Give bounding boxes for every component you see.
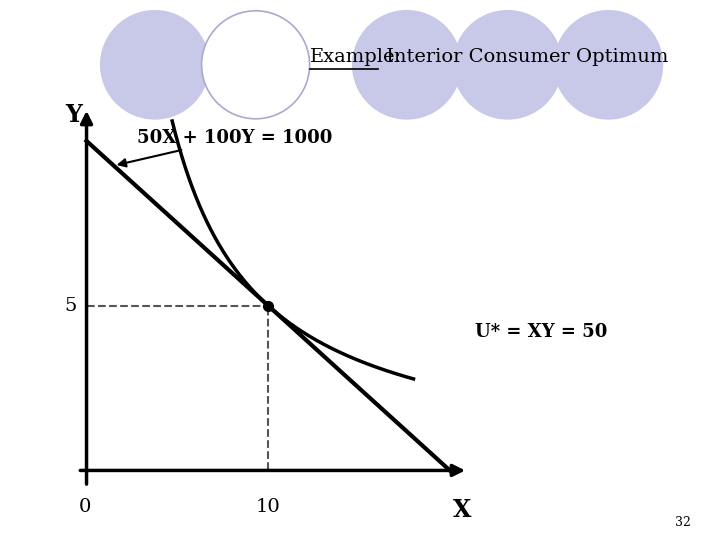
Text: Example:: Example: [310,48,402,66]
Text: Interior Consumer Optimum: Interior Consumer Optimum [380,48,669,66]
Text: 5: 5 [64,296,76,315]
Text: X: X [454,498,472,522]
Text: Y: Y [66,103,82,126]
Text: U* = XY = 50: U* = XY = 50 [475,323,608,341]
Text: 10: 10 [256,498,281,516]
Text: 50X + 100Y = 1000: 50X + 100Y = 1000 [119,129,333,166]
Text: 32: 32 [675,516,691,529]
Text: 0: 0 [78,498,91,516]
